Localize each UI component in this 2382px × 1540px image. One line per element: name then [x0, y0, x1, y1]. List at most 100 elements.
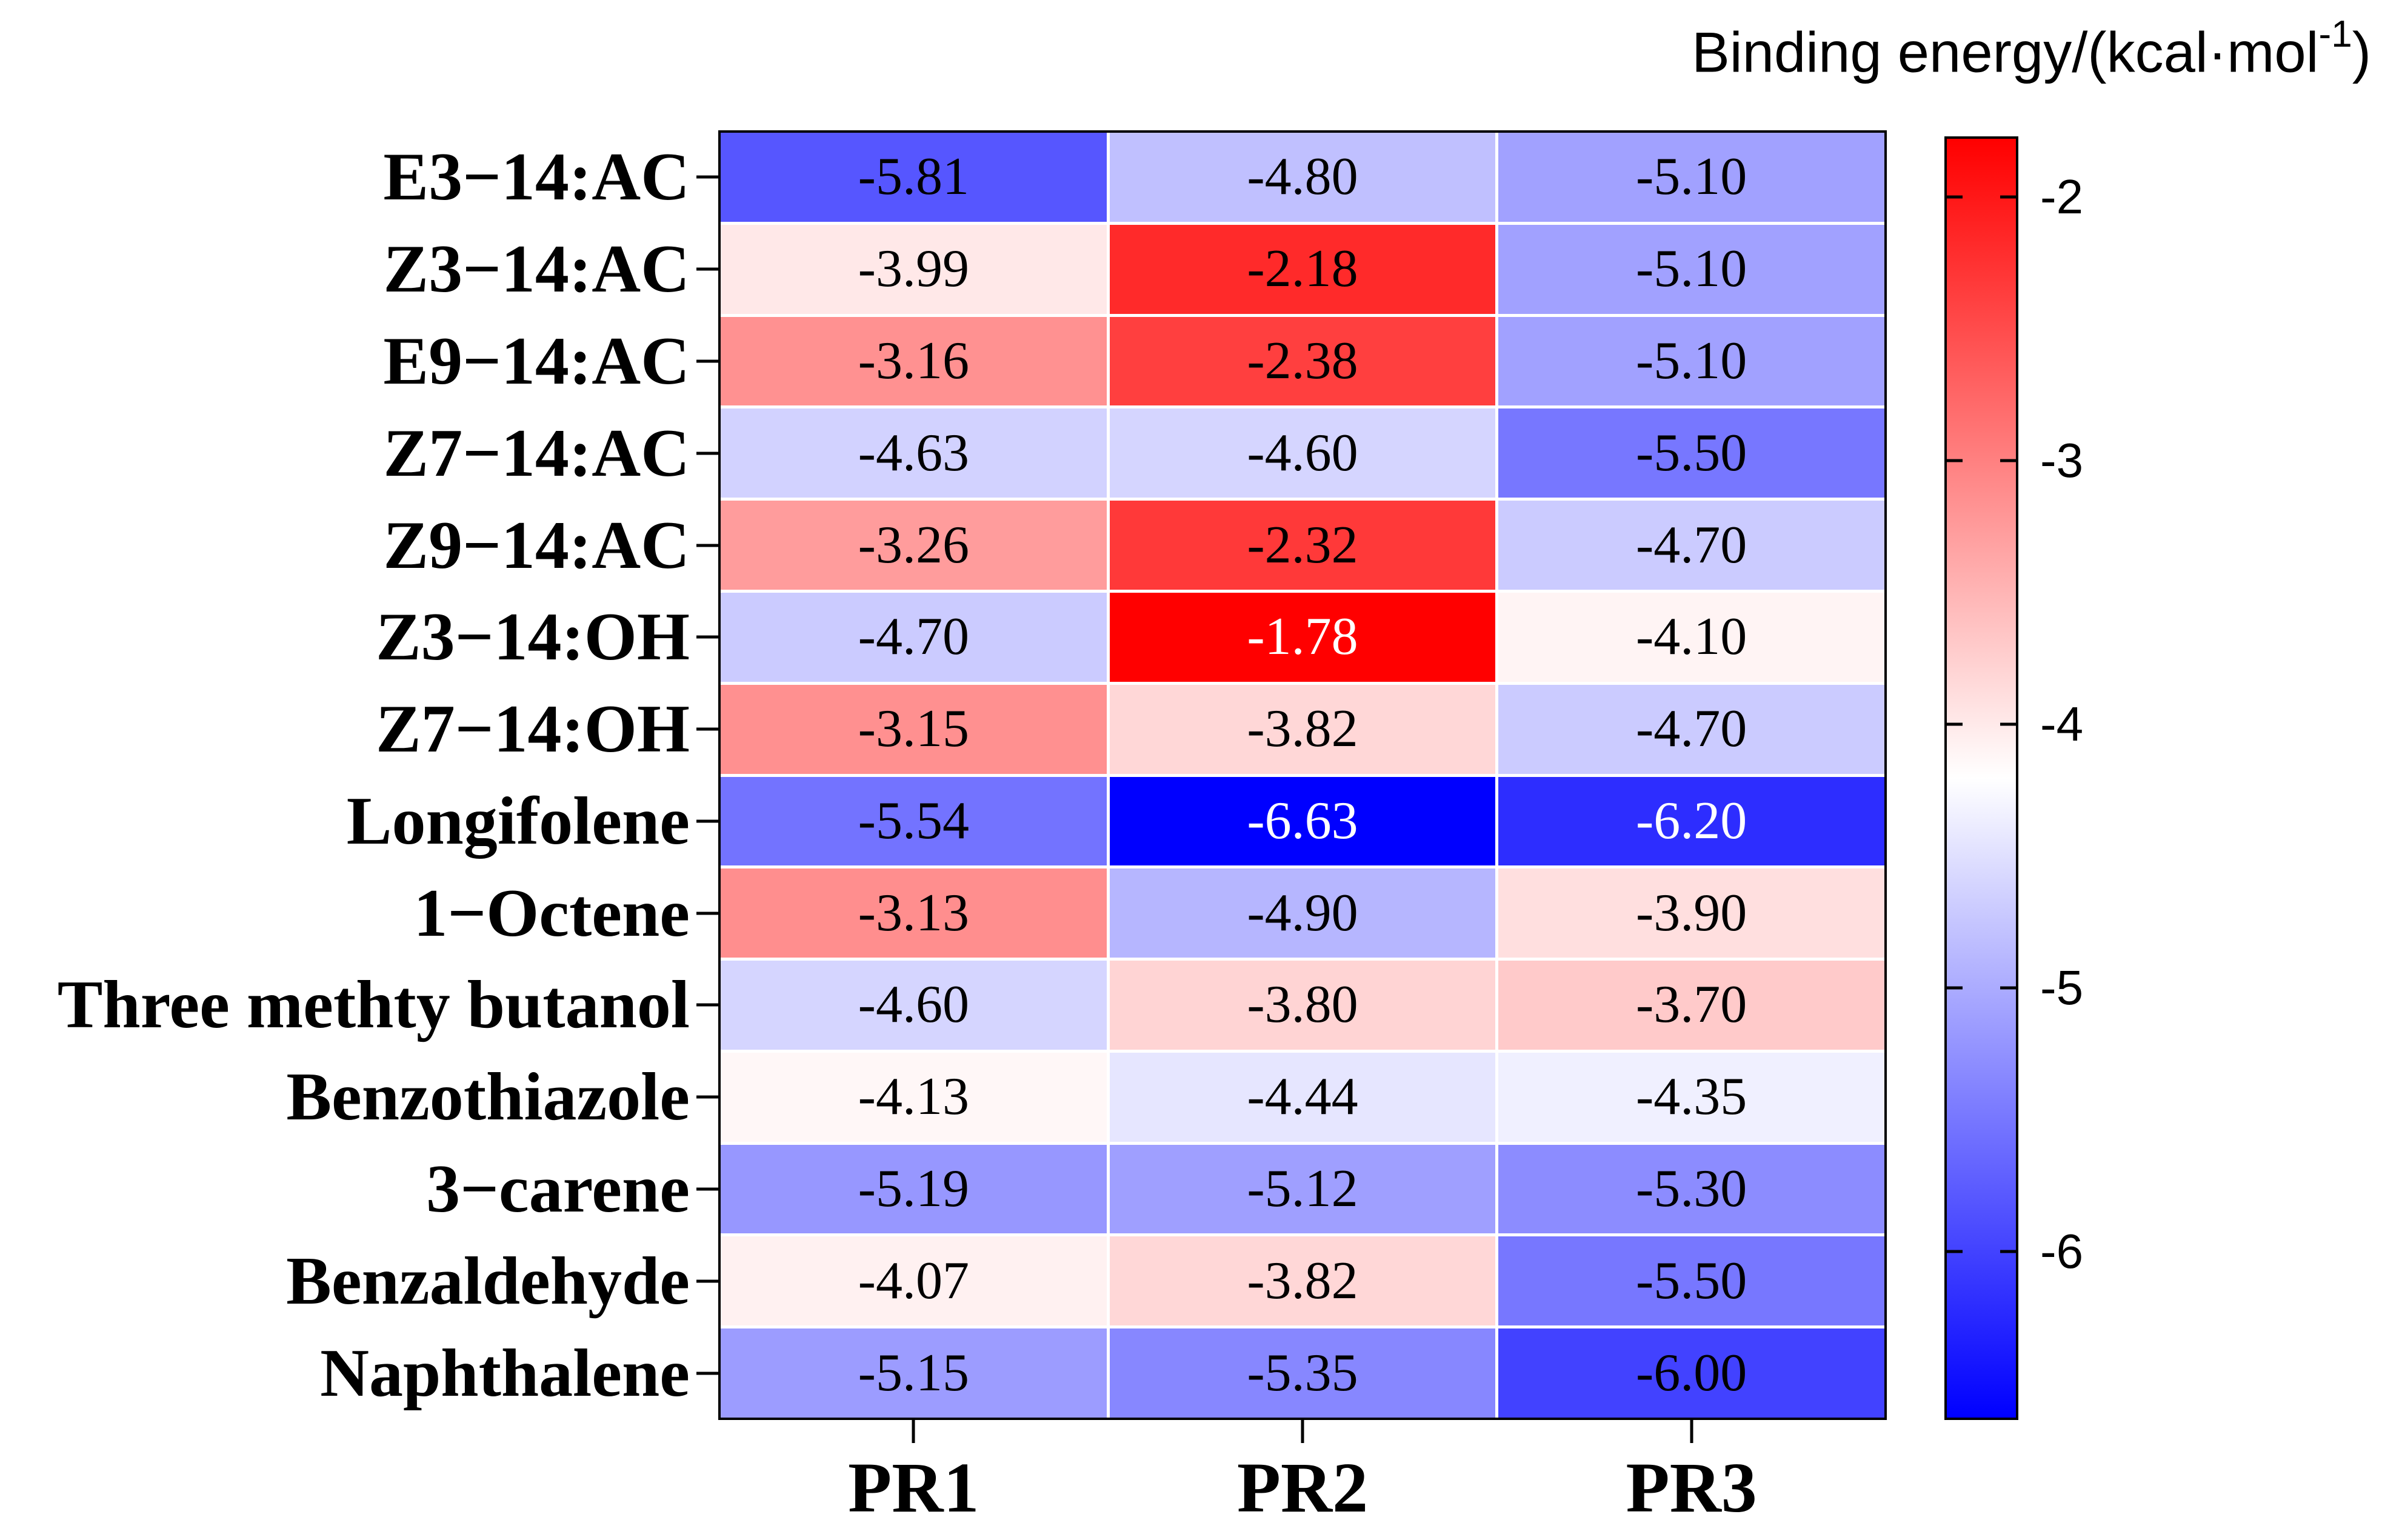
heatmap-cell: -5.81	[721, 133, 1107, 222]
y-tick-label: Z9−14:AC	[383, 507, 690, 583]
heatmap-cell: -4.07	[721, 1236, 1107, 1326]
heatmap-grid: -5.81 -4.80 -5.10 -3.99 -2.18 -5.10 -3.16 -2.38…	[721, 133, 1884, 1418]
y-tick-label: Three methty butanol	[57, 967, 690, 1043]
colorbar-tick-mark	[1947, 1250, 1963, 1253]
heatmap-cell: -6.00	[1498, 1328, 1884, 1418]
x-tick-mark	[1690, 1420, 1693, 1443]
y-tick-mark	[696, 359, 718, 363]
colorbar-tick-mark	[1947, 986, 1963, 990]
y-tick-mark	[696, 912, 718, 915]
x-tick-mark	[1301, 1420, 1304, 1443]
colorbar-tick-mark	[2000, 1250, 2016, 1253]
heatmap-cell: -5.12	[1109, 1144, 1496, 1234]
heatmap-cell: -4.10	[1498, 592, 1884, 682]
y-tick-label: 3−carene	[426, 1152, 690, 1227]
heatmap-cell: -4.70	[1498, 501, 1884, 590]
heatmap-cell: -4.70	[721, 592, 1107, 682]
heatmap-cell: -2.18	[1109, 224, 1496, 314]
y-tick-mark	[696, 544, 718, 547]
y-tick-mark	[696, 1003, 718, 1007]
heatmap-cell: -3.70	[1498, 961, 1884, 1050]
colorbar-gradient	[1947, 139, 2016, 1418]
heatmap-cell: -5.10	[1498, 133, 1884, 222]
chart-title: Binding energy/(kcal·mol-1)	[1692, 13, 2371, 85]
heatmap-cell: -2.38	[1109, 316, 1496, 406]
y-tick-label: E3−14:AC	[383, 139, 690, 215]
heatmap-cell: -3.15	[721, 684, 1107, 774]
colorbar-tick-label: -2	[2040, 169, 2084, 224]
y-tick-mark	[696, 727, 718, 731]
y-tick-label: E9−14:AC	[383, 323, 690, 399]
y-tick-label: Z7−14:OH	[375, 692, 690, 767]
heatmap-cell: -4.63	[721, 408, 1107, 498]
heatmap-cell: -5.50	[1498, 1236, 1884, 1326]
heatmap-cell: -3.13	[721, 868, 1107, 958]
colorbar-tick-mark	[2000, 195, 2016, 199]
heatmap-cell: -4.35	[1498, 1052, 1884, 1142]
colorbar-tick-label: -3	[2040, 433, 2084, 487]
x-tick-label: PR3	[1626, 1448, 1757, 1527]
y-tick-label: Benzothiazole	[286, 1059, 690, 1135]
y-tick-mark	[696, 819, 718, 823]
heatmap-cell: -4.44	[1109, 1052, 1496, 1142]
heatmap-cell: -5.54	[721, 776, 1107, 866]
y-tick-label: Longifolene	[346, 783, 690, 859]
heatmap-cell: -3.80	[1109, 961, 1496, 1050]
heatmap-cell: -5.35	[1109, 1328, 1496, 1418]
colorbar-tick-mark	[2000, 986, 2016, 990]
heatmap-cell: -6.63	[1109, 776, 1496, 866]
heatmap-plot-area: -5.81 -4.80 -5.10 -3.99 -2.18 -5.10 -3.16 -2.38…	[718, 130, 1887, 1420]
heatmap-cell: -3.16	[721, 316, 1107, 406]
heatmap-cell: -3.90	[1498, 868, 1884, 958]
x-tick-label: PR2	[1236, 1448, 1369, 1527]
heatmap-cell: -4.60	[1109, 408, 1496, 498]
y-tick-mark	[696, 1095, 718, 1099]
chart-title-superscript: -1	[2318, 13, 2352, 55]
y-tick-mark	[696, 452, 718, 455]
colorbar-tick-mark	[2000, 722, 2016, 726]
colorbar-tick-mark	[1947, 459, 1963, 462]
y-tick-mark	[696, 635, 718, 639]
y-tick-mark	[696, 175, 718, 179]
heatmap-cell: -6.20	[1498, 776, 1884, 866]
heatmap-cell: -1.78	[1109, 592, 1496, 682]
heatmap-cell: -5.30	[1498, 1144, 1884, 1234]
heatmap-cell: -4.90	[1109, 868, 1496, 958]
x-tick-label: PR1	[848, 1448, 979, 1527]
y-tick-label: 1−Octene	[413, 875, 690, 951]
chart-title-text: Binding energy/(kcal·mol	[1692, 20, 2319, 84]
heatmap-cell: -4.13	[721, 1052, 1107, 1142]
chart-title-suffix: )	[2352, 20, 2371, 84]
colorbar	[1944, 136, 2018, 1420]
y-tick-mark	[696, 267, 718, 271]
y-tick-label: Z7−14:AC	[383, 415, 690, 491]
heatmap-cell: -5.10	[1498, 224, 1884, 314]
heatmap-cell: -2.32	[1109, 501, 1496, 590]
y-tick-mark	[696, 1187, 718, 1191]
heatmap-cell: -3.82	[1109, 684, 1496, 774]
colorbar-tick-label: -6	[2040, 1224, 2084, 1278]
heatmap-cell: -4.80	[1109, 133, 1496, 222]
heatmap-cell: -5.19	[721, 1144, 1107, 1234]
colorbar-tick-label: -4	[2040, 696, 2084, 751]
heatmap-cell: -4.60	[721, 961, 1107, 1050]
y-tick-label: Naphthalene	[320, 1335, 690, 1411]
y-tick-label: Benzaldehyde	[286, 1243, 690, 1319]
x-tick-mark	[912, 1420, 915, 1443]
heatmap-cell: -4.70	[1498, 684, 1884, 774]
heatmap-cell: -5.15	[721, 1328, 1107, 1418]
colorbar-tick-mark	[1947, 722, 1963, 726]
y-tick-mark	[696, 1279, 718, 1283]
colorbar-tick-mark	[1947, 195, 1963, 199]
colorbar-tick-mark	[2000, 459, 2016, 462]
heatmap-cell: -5.50	[1498, 408, 1884, 498]
heatmap-cell: -3.82	[1109, 1236, 1496, 1326]
heatmap-cell: -3.99	[721, 224, 1107, 314]
heatmap-cell: -5.10	[1498, 316, 1884, 406]
y-tick-mark	[696, 1372, 718, 1375]
heatmap-cell: -3.26	[721, 501, 1107, 590]
y-tick-label: Z3−14:AC	[383, 232, 690, 307]
colorbar-tick-label: -5	[2040, 960, 2084, 1015]
y-tick-label: Z3−14:OH	[375, 599, 690, 675]
